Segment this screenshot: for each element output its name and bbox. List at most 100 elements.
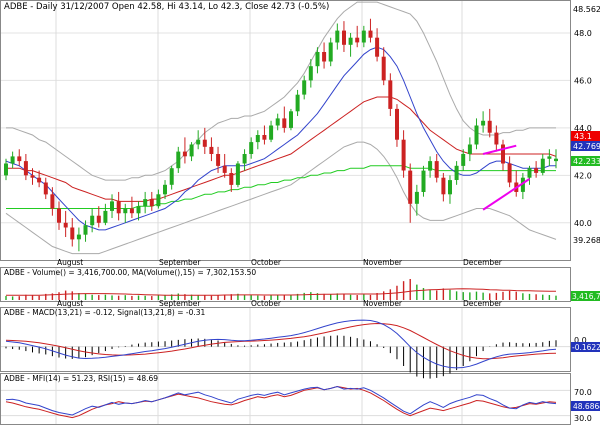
trendlines [482, 144, 531, 211]
candle-body [262, 135, 267, 140]
candle-body [494, 132, 499, 145]
candle-body [507, 163, 512, 183]
osc-label: ADBE - MFI(14) = 51.23, RSI(15) = 48.69 [4, 374, 158, 383]
candle-body [381, 56, 386, 81]
candle-body [76, 234, 81, 240]
candle-body [17, 156, 22, 162]
candle-body [242, 154, 247, 164]
candle-body [169, 168, 174, 185]
candle-body [229, 173, 234, 185]
oscillator-lines [1, 385, 570, 419]
candle-body [554, 158, 558, 162]
candle-body [110, 201, 114, 211]
candle-body [249, 142, 254, 154]
candle-body [302, 80, 307, 95]
bollinger-lower [5, 141, 557, 255]
candle-body [375, 37, 380, 57]
month-label-volume: December [463, 299, 503, 308]
month-label-volume: September [159, 299, 201, 308]
candle-body [275, 118, 280, 126]
candle-body [235, 163, 240, 185]
month-label: October [251, 258, 282, 267]
candle-body [176, 151, 181, 169]
candle-body [90, 215, 95, 226]
candle-body [4, 163, 8, 176]
candle-body [255, 135, 260, 143]
candle-body [116, 201, 121, 214]
candle-body [487, 120, 492, 133]
volume-badge-bg [571, 291, 600, 301]
candle-body [520, 177, 525, 192]
price-tick-labels: 48.0 46.0 44.0 42.0 40.0 [574, 29, 592, 228]
candle-body [23, 161, 28, 176]
candle-body [448, 180, 452, 195]
month-label-volume: October [251, 299, 282, 308]
price-header: ADBE - Daily 31/12/2007 Open 42.58, Hi 4… [4, 2, 329, 12]
candle-body [149, 199, 154, 207]
candle-body [123, 208, 128, 214]
candle-body [454, 165, 459, 180]
macd-signal-line [5, 322, 557, 360]
candle-body [63, 222, 68, 228]
osc-value-badge: 48.6864 [573, 402, 600, 411]
macd-label: ADBE - MACD(13,21) = -0.12, Signal(13,21… [4, 308, 205, 317]
candle-body [189, 144, 194, 157]
candle-body [156, 194, 161, 207]
bollinger-upper [6, 1, 556, 181]
month-labels: August August September September October Oct… [57, 258, 503, 308]
candle-body [401, 139, 406, 171]
trendline [482, 144, 517, 155]
candle-body [534, 168, 539, 173]
moving-averages [5, 46, 557, 231]
upper-badge-bg [571, 131, 600, 141]
candle-body [70, 227, 75, 240]
macd-value-badge-bg [571, 342, 600, 352]
candle-body [269, 125, 274, 140]
osc-value-badge-bg [571, 401, 600, 411]
candle-body [335, 30, 340, 43]
month-label: August [57, 258, 83, 267]
candle-body [129, 208, 134, 214]
candle-body [527, 168, 532, 178]
osc-top-badge: 70.0 [574, 388, 592, 397]
trendline [482, 178, 531, 211]
price-tick-label: 40.0 [574, 219, 592, 228]
ma-slow-line [6, 96, 557, 202]
candle-body [103, 210, 108, 223]
candle-body [501, 144, 505, 164]
month-label: December [463, 258, 503, 267]
candle-body [43, 182, 48, 195]
candle-body [547, 156, 552, 159]
candle-body [57, 208, 61, 223]
candlesticks [4, 18, 558, 252]
low-badge: 39.2684 [573, 236, 600, 245]
upper-badge: 43.1 [574, 132, 592, 141]
candle-body [388, 80, 393, 109]
bollinger-bands [5, 1, 557, 255]
candle-body [96, 215, 101, 223]
volume-label: ADBE - Volume() = 3,416,700.00, MA(Volum… [4, 268, 256, 277]
candle-body [434, 161, 439, 178]
candle-body [30, 175, 35, 178]
candle-body [474, 125, 479, 145]
candle-body [163, 184, 167, 195]
macd-lines [1, 319, 570, 379]
macd-pane-frame [0, 307, 571, 372]
candle-body [421, 170, 426, 192]
candle-body [136, 206, 141, 214]
candle-body [216, 154, 221, 166]
volume-bars [5, 279, 557, 300]
volume-badge: 3,416,70 [572, 292, 600, 301]
candle-body [368, 30, 373, 38]
macd-zero-badge: 0.0 [574, 336, 587, 345]
month-label-volume: November [363, 299, 403, 308]
candle-body [83, 225, 88, 235]
close-badge: 42.769 [573, 142, 600, 151]
candle-body [196, 139, 201, 145]
candle-body [182, 151, 187, 157]
candle-body [315, 52, 320, 67]
osc-bottom-badge: 30.0 [574, 414, 592, 423]
